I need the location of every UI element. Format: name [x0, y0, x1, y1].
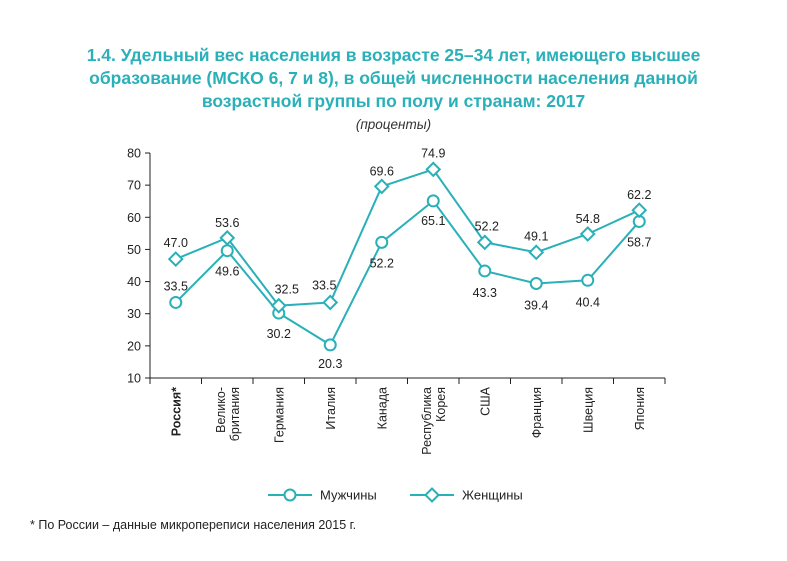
- men-point-marker: [426, 194, 440, 208]
- x-tick-label-line: британия: [228, 387, 242, 441]
- women-data-label: 69.6: [370, 164, 394, 178]
- x-tick-label: Германия: [272, 387, 286, 443]
- women-point-marker: [425, 161, 442, 178]
- men-point-marker: [220, 244, 234, 258]
- women-data-label: 54.8: [576, 212, 600, 226]
- men-data-label: 49.6: [215, 265, 239, 279]
- men-point-marker: [478, 264, 492, 278]
- women-data-label: 52.2: [475, 219, 499, 233]
- women-data-label: 47.0: [164, 236, 188, 250]
- x-tick-label-line: Велико-: [214, 387, 228, 433]
- men-data-label: 40.4: [576, 295, 600, 309]
- x-tick-label: Италия: [324, 387, 338, 430]
- x-tick-label-line: Швеция: [581, 387, 595, 433]
- chart-subtitle: (проценты): [355, 117, 432, 132]
- women-data-label: 49.1: [524, 229, 548, 243]
- chart-title: 1.4. Удельный вес населения в возрасте 2…: [30, 44, 757, 113]
- x-tick-label-line: Республика: [420, 387, 434, 455]
- x-tick-label: Франция: [530, 387, 544, 438]
- men-data-label: 43.3: [473, 286, 497, 300]
- men-data-label: 30.2: [267, 327, 291, 341]
- men-point-marker: [529, 277, 543, 290]
- y-tick-label: 60: [127, 211, 141, 225]
- women-data-label: 32.5: [275, 283, 299, 297]
- women-point-marker: [373, 178, 390, 195]
- women-point-marker: [167, 251, 184, 267]
- legend-circle-marker: [283, 488, 297, 502]
- women-point-marker: [579, 226, 596, 242]
- x-tick-label-line: Россия*: [169, 387, 183, 436]
- y-tick-label: 50: [127, 243, 141, 257]
- men-data-label: 52.2: [370, 256, 394, 270]
- men-point-marker: [581, 273, 595, 287]
- x-tick-label-line: Италия: [324, 387, 338, 430]
- x-tick-label: Велико-британия: [214, 387, 242, 441]
- men-data-label: 33.5: [164, 279, 188, 293]
- men-series-line: [175, 199, 641, 347]
- x-tick-label: Швеция: [581, 387, 595, 433]
- y-tick-label: 10: [127, 372, 141, 386]
- x-tick-label-line: США: [478, 386, 492, 415]
- women-point-marker: [528, 244, 545, 261]
- women-data-label: 74.9: [421, 146, 445, 160]
- legend-label: Мужчины: [320, 488, 377, 503]
- y-tick-label: 40: [127, 275, 141, 289]
- men-data-label: 20.3: [318, 357, 342, 371]
- women-series-line: [175, 168, 640, 307]
- women-point-marker: [219, 229, 236, 246]
- x-tick-label-line: Канада: [375, 387, 389, 429]
- title-line: возрастной группы по полу и странам: 201…: [201, 91, 586, 111]
- x-tick-label: США: [478, 386, 492, 415]
- women-data-label: 53.6: [215, 216, 239, 230]
- women-data-label: 33.5: [312, 278, 336, 292]
- x-tick-label-line: Франция: [530, 387, 544, 438]
- title-line: образование (МСКО 6, 7 и 8), в общей чис…: [89, 68, 698, 88]
- women-point-marker: [270, 297, 287, 314]
- x-tick-label: Россия*: [169, 387, 183, 436]
- legend-label: Женщины: [462, 488, 523, 503]
- y-tick-label: 80: [127, 147, 141, 161]
- men-point-marker: [375, 235, 389, 249]
- men-data-label: 58.7: [627, 235, 651, 249]
- x-tick-label-line: Корея: [434, 387, 448, 422]
- x-tick-label-line: Германия: [272, 387, 286, 443]
- women-point-marker: [631, 202, 648, 219]
- legend-diamond-marker: [424, 487, 440, 503]
- men-data-label: 39.4: [524, 299, 548, 313]
- women-data-label: 62.2: [627, 188, 651, 202]
- men-data-label: 65.1: [421, 214, 445, 228]
- x-tick-label: Канада: [375, 387, 389, 429]
- men-point-marker: [323, 338, 337, 352]
- women-point-marker: [476, 234, 493, 251]
- y-tick-label: 20: [127, 339, 141, 353]
- title-line: 1.4. Удельный вес населения в возрасте 2…: [86, 45, 701, 65]
- women-point-marker: [322, 294, 339, 311]
- footnote: * По России – данные микропереписи насел…: [30, 518, 357, 532]
- y-tick-label: 70: [127, 179, 141, 193]
- x-tick-label: Япония: [633, 387, 647, 430]
- x-tick-label-line: Япония: [633, 387, 647, 430]
- y-tick-label: 30: [127, 307, 141, 321]
- men-point-marker: [169, 295, 183, 309]
- x-tick-label: Республика Корея: [420, 387, 448, 455]
